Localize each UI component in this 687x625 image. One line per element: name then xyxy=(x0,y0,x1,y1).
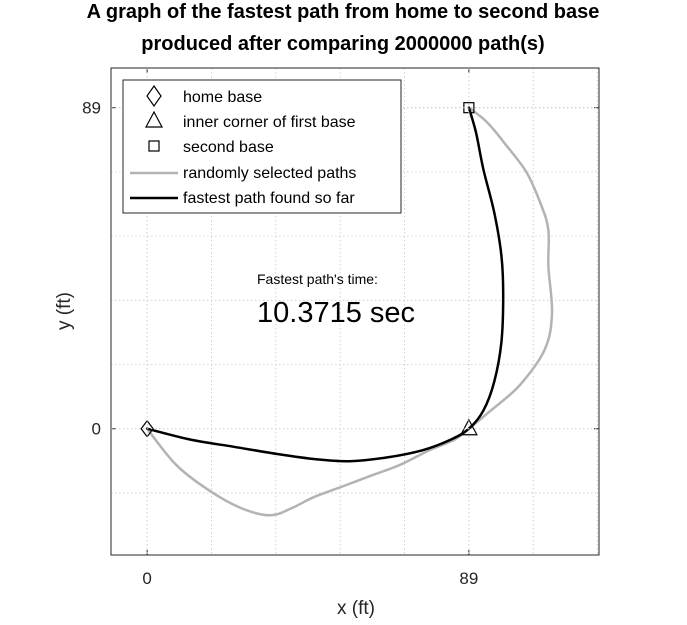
y-tick-label: 0 xyxy=(92,420,101,439)
legend-entries: home base inner corner of first base sec… xyxy=(130,84,356,207)
x-tick-label: 0 xyxy=(142,569,151,588)
first-base-marker xyxy=(459,418,478,436)
legend-label-fastest-path: fastest path found so far xyxy=(183,190,355,207)
y-axis-label: y (ft) xyxy=(54,292,75,330)
legend: home base inner corner of first base sec… xyxy=(122,79,402,214)
axes-box xyxy=(110,67,600,556)
chart-subtitle: produced after comparing 2000000 path(s) xyxy=(141,33,544,55)
legend-box xyxy=(122,79,402,214)
annotation-label: Fastest path's time: xyxy=(257,271,378,287)
legend-label-second-base: second base xyxy=(183,139,274,156)
legend-label-first-base: inner corner of first base xyxy=(183,114,356,131)
y-tick-label: 89 xyxy=(82,99,101,118)
annotation-value: 10.3715 sec xyxy=(257,297,415,329)
x-tick-label: 89 xyxy=(459,569,478,588)
legend-diamond-marker xyxy=(146,84,162,108)
legend-label-random-paths: randomly selected paths xyxy=(183,165,356,182)
legend-square-marker xyxy=(148,140,160,152)
legend-label-home-base: home base xyxy=(183,89,262,106)
x-axis-label: x (ft) xyxy=(337,598,375,619)
chart-title: A graph of the fastest path from home to… xyxy=(87,1,600,23)
legend-triangle-marker xyxy=(145,110,163,128)
